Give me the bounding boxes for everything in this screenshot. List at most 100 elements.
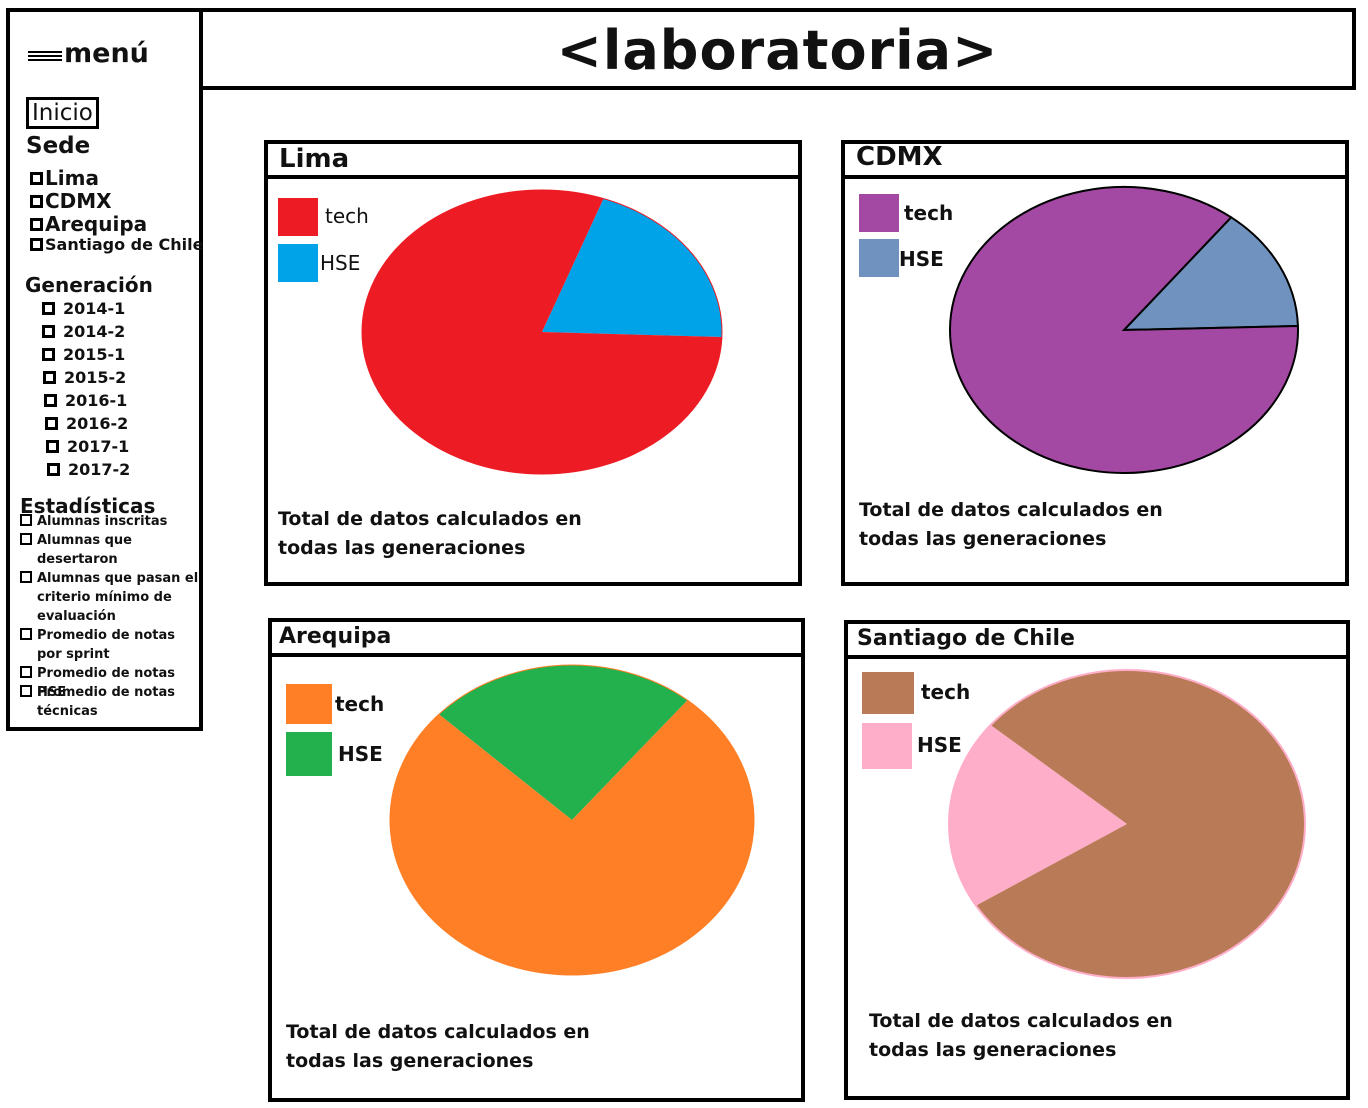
- pie-chart-lima: [361, 189, 723, 475]
- pie-slice-hse: [948, 725, 1127, 906]
- estadistica-option[interactable]: Promedio de notas HSE: [20, 664, 204, 702]
- home-link[interactable]: Inicio: [26, 97, 99, 129]
- sede-option[interactable]: CDMX: [30, 189, 112, 213]
- card-title: Lima: [279, 144, 350, 174]
- header: <laboratoria>: [199, 8, 1356, 90]
- sidebar: Inicio Sede Generación Estadísticas Lima…: [6, 86, 203, 731]
- card-header: Santiago de Chile: [848, 624, 1346, 659]
- pie-slice-hse: [542, 198, 722, 337]
- legend-label-hse: HSE: [320, 251, 361, 275]
- generacion-option-label: 2015-2: [64, 368, 127, 387]
- pie-outline: [389, 664, 755, 976]
- menu-label: menú: [64, 38, 149, 69]
- generacion-option[interactable]: 2014-2: [42, 322, 125, 341]
- sede-option[interactable]: Arequipa: [30, 212, 147, 236]
- checkbox[interactable]: [20, 533, 32, 545]
- card-title: Arequipa: [279, 624, 392, 649]
- legend-label-tech: tech: [921, 680, 971, 704]
- legend-label-tech: tech: [335, 692, 385, 716]
- pie-chart-santiago: [948, 669, 1306, 979]
- generacion-option-label: 2016-2: [66, 414, 129, 433]
- pie-chart-arequipa: [389, 664, 755, 976]
- checkbox[interactable]: [20, 685, 32, 697]
- card-lima: Lima tech HSE Total de datos calculados …: [264, 140, 802, 586]
- card-title: Santiago de Chile: [857, 626, 1075, 651]
- generacion-option-label: 2015-1: [63, 345, 126, 364]
- pie-slice-hse: [1121, 216, 1299, 332]
- app-title: <laboratoria>: [556, 19, 999, 82]
- generacion-option-label: 2016-1: [65, 391, 128, 410]
- legend-label-hse: HSE: [899, 247, 944, 271]
- pie-chart-cdmx: [949, 186, 1299, 474]
- legend-swatch-tech: [278, 198, 318, 236]
- legend-swatch-tech: [862, 672, 914, 714]
- card-cdmx: CDMX tech HSE Total de datos calculados …: [841, 140, 1349, 586]
- checkbox[interactable]: [43, 371, 56, 384]
- generacion-option[interactable]: 2016-2: [45, 414, 128, 433]
- sede-heading: Sede: [26, 133, 91, 159]
- estadistica-option[interactable]: Alumnas que desertaron: [20, 531, 204, 569]
- card-header: CDMX: [845, 142, 1345, 179]
- card-footer: Total de datos calculados en todas las g…: [859, 499, 1163, 550]
- generacion-option[interactable]: 2014-1: [42, 299, 125, 318]
- sede-option-label: Arequipa: [45, 212, 148, 236]
- estadistica-option[interactable]: Alumnas que pasan el criterio mínimo de …: [20, 569, 204, 626]
- estadistica-option[interactable]: Promedio de notas por sprint: [20, 626, 204, 664]
- generacion-option[interactable]: 2017-2: [47, 460, 130, 479]
- card-santiago: Santiago de Chile tech HSE Total de dato…: [844, 620, 1350, 1100]
- estadistica-option[interactable]: Promedio de notas técnicas: [20, 683, 204, 721]
- checkbox[interactable]: [46, 440, 59, 453]
- legend-label-hse: HSE: [917, 733, 962, 757]
- checkbox[interactable]: [42, 348, 55, 361]
- checkbox[interactable]: [30, 171, 43, 185]
- card-title: CDMX: [856, 142, 943, 172]
- card-footer: Total de datos calculados en todas las g…: [286, 1021, 590, 1072]
- sede-option[interactable]: Lima: [30, 166, 99, 190]
- generacion-option[interactable]: 2015-2: [43, 368, 126, 387]
- checkbox[interactable]: [44, 394, 57, 407]
- menu-button[interactable]: menú: [28, 38, 149, 69]
- legend-label-hse: HSE: [338, 742, 383, 766]
- estadistica-option[interactable]: Alumnas inscritas: [20, 512, 204, 531]
- sede-option[interactable]: Santiago de Chile: [30, 235, 203, 254]
- checkbox[interactable]: [20, 514, 32, 526]
- checkbox[interactable]: [30, 238, 43, 251]
- pie-slice-tech: [976, 669, 1305, 978]
- checkbox[interactable]: [42, 302, 55, 315]
- legend-label-tech: tech: [904, 201, 954, 225]
- generacion-option-label: 2014-2: [63, 322, 126, 341]
- legend-label-tech: tech: [325, 204, 369, 228]
- estadistica-option-label: Alumnas que pasan el criterio mínimo de …: [37, 571, 199, 624]
- checkbox[interactable]: [20, 666, 32, 678]
- checkbox[interactable]: [42, 325, 55, 338]
- pie-slice-tech: [389, 700, 754, 976]
- pie-slice-hse: [438, 665, 688, 820]
- generacion-option-label: 2017-2: [68, 460, 131, 479]
- checkbox[interactable]: [30, 194, 43, 208]
- legend-swatch-tech: [859, 194, 899, 232]
- generacion-option[interactable]: 2015-1: [42, 345, 125, 364]
- estadisticas-heading: Estadísticas: [20, 494, 156, 518]
- generacion-option[interactable]: 2017-1: [46, 437, 129, 456]
- card-header: Arequipa: [272, 622, 801, 657]
- card-footer: Total de datos calculados en todas las g…: [869, 1010, 1173, 1061]
- estadistica-option-label: Alumnas inscritas: [37, 514, 168, 529]
- sede-option-label: Lima: [45, 166, 99, 190]
- checkbox[interactable]: [20, 571, 32, 583]
- legend-swatch-hse: [859, 239, 899, 277]
- checkbox[interactable]: [45, 417, 58, 430]
- pie-slice-tech: [361, 189, 722, 474]
- pie-slice-tech: [949, 186, 1299, 474]
- legend-swatch-hse: [278, 244, 318, 282]
- hamburger-icon: [28, 46, 62, 62]
- checkbox[interactable]: [30, 217, 43, 231]
- generacion-option[interactable]: 2016-1: [44, 391, 127, 410]
- generacion-option-label: 2017-1: [67, 437, 130, 456]
- generacion-option-label: 2014-1: [63, 299, 126, 318]
- checkbox[interactable]: [20, 628, 32, 640]
- card-arequipa: Arequipa tech HSE Total de datos calcula…: [268, 618, 805, 1102]
- pie-outline: [948, 669, 1306, 979]
- sede-option-label: CDMX: [45, 189, 112, 213]
- legend-swatch-hse: [286, 732, 332, 776]
- checkbox[interactable]: [47, 463, 60, 476]
